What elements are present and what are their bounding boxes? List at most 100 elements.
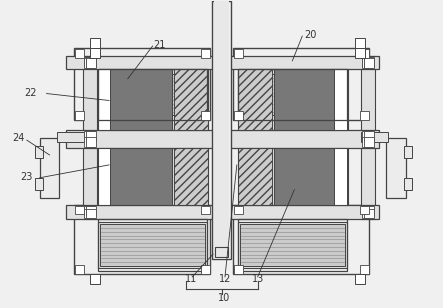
Bar	[238, 69, 347, 205]
Bar	[98, 69, 172, 130]
Bar	[362, 137, 372, 147]
Bar	[238, 72, 347, 117]
Bar	[360, 111, 369, 120]
Bar	[86, 209, 96, 218]
Bar	[57, 132, 84, 142]
Bar	[364, 57, 373, 67]
Bar	[214, 247, 229, 257]
Bar	[75, 111, 84, 120]
Bar	[240, 224, 345, 266]
Bar	[201, 111, 210, 120]
Bar	[98, 148, 172, 205]
Bar	[364, 137, 373, 147]
Text: 13: 13	[252, 274, 264, 284]
Bar	[100, 74, 205, 116]
Bar	[175, 148, 208, 205]
Bar	[75, 265, 84, 274]
Text: 11: 11	[185, 274, 198, 284]
Bar	[66, 130, 379, 148]
Bar	[362, 58, 372, 68]
Bar	[404, 178, 412, 190]
Bar	[362, 57, 372, 67]
Bar	[355, 274, 365, 284]
Bar	[84, 205, 94, 215]
Bar	[90, 274, 100, 284]
Bar	[90, 38, 100, 48]
Text: 24: 24	[12, 133, 24, 143]
Bar	[360, 205, 369, 214]
Bar	[84, 131, 94, 141]
Bar	[66, 205, 379, 219]
Bar	[201, 265, 210, 274]
Bar	[364, 205, 373, 215]
Bar	[360, 265, 369, 274]
Bar	[98, 69, 208, 130]
Text: 10: 10	[218, 293, 230, 303]
Bar	[175, 69, 208, 130]
Bar	[98, 69, 207, 120]
Bar	[86, 205, 96, 215]
Bar	[355, 38, 365, 48]
Bar	[74, 48, 210, 120]
Bar	[74, 205, 210, 274]
Bar	[238, 222, 347, 268]
Bar	[334, 69, 347, 130]
Bar	[234, 49, 243, 58]
Bar	[238, 69, 272, 130]
Bar	[86, 57, 96, 67]
Bar	[98, 69, 207, 205]
Bar	[84, 137, 94, 147]
Bar	[361, 56, 375, 219]
Bar	[240, 74, 345, 116]
Bar	[83, 56, 97, 219]
Bar	[98, 219, 207, 271]
Bar	[86, 137, 96, 147]
Bar	[98, 148, 110, 205]
Bar	[234, 111, 243, 120]
Bar	[35, 178, 43, 190]
Bar	[98, 69, 110, 130]
Bar	[201, 49, 210, 58]
Bar	[361, 132, 389, 142]
Bar	[66, 56, 379, 69]
Bar	[362, 205, 372, 215]
Text: 20: 20	[304, 30, 317, 40]
Bar	[98, 148, 208, 205]
Bar	[238, 148, 272, 205]
Bar	[84, 58, 94, 68]
Bar	[364, 131, 373, 141]
Bar	[238, 219, 347, 271]
Bar	[273, 69, 347, 130]
Bar	[84, 57, 94, 67]
Bar	[233, 205, 369, 274]
Bar	[404, 146, 412, 158]
Bar	[238, 69, 348, 130]
Bar	[40, 138, 59, 198]
Text: 22: 22	[24, 87, 36, 98]
Bar	[364, 58, 373, 68]
Text: 12: 12	[219, 274, 231, 284]
Bar	[90, 48, 100, 58]
Bar	[238, 148, 348, 205]
Bar	[360, 49, 369, 58]
Bar	[234, 265, 243, 274]
Bar	[98, 222, 207, 268]
Text: 21: 21	[154, 40, 166, 50]
Bar	[334, 148, 347, 205]
Bar	[233, 48, 369, 120]
Bar	[234, 205, 243, 214]
Bar	[84, 209, 94, 218]
Bar	[75, 49, 84, 58]
Bar	[35, 146, 43, 158]
Bar	[201, 205, 210, 214]
Bar	[362, 209, 372, 218]
Bar	[238, 69, 347, 120]
Bar	[273, 148, 347, 205]
Bar	[98, 72, 207, 117]
Bar	[355, 48, 365, 58]
Text: 23: 23	[20, 172, 32, 182]
Bar	[100, 224, 205, 266]
Bar	[364, 209, 373, 218]
Bar	[75, 205, 84, 214]
Bar	[86, 131, 96, 141]
